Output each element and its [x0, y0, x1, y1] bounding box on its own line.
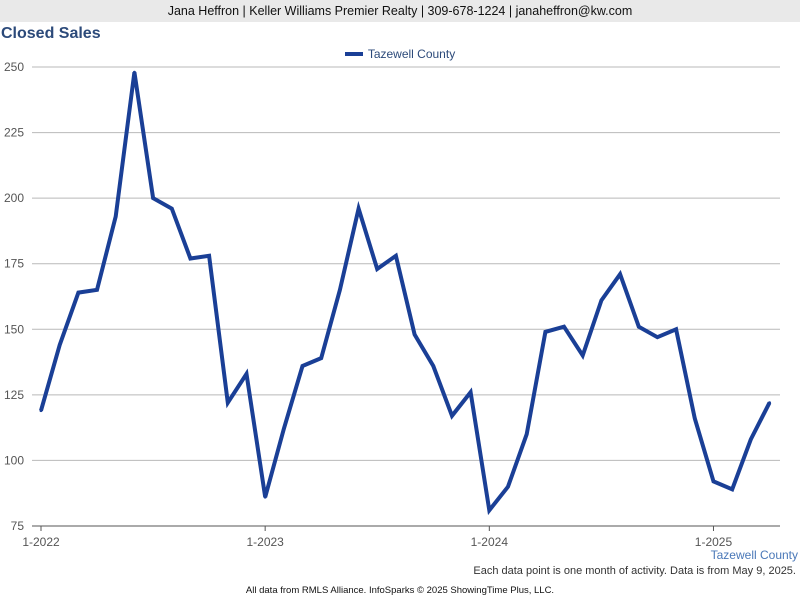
data-point — [244, 372, 248, 376]
data-point — [114, 215, 118, 219]
data-point — [226, 401, 230, 405]
data-point — [674, 327, 678, 331]
y-tick-label: 200 — [4, 191, 24, 205]
data-point — [655, 335, 659, 339]
data-point — [282, 427, 286, 431]
data-point — [394, 254, 398, 258]
data-point — [543, 330, 547, 334]
y-tick-label: 75 — [11, 519, 25, 533]
x-tick-label: 1-2023 — [246, 535, 284, 549]
data-point — [58, 343, 62, 347]
data-point — [319, 356, 323, 360]
data-point — [263, 495, 267, 499]
data-point — [487, 508, 491, 512]
data-point — [301, 364, 305, 368]
data-point — [749, 437, 753, 441]
y-tick-label: 150 — [4, 322, 24, 336]
data-point — [730, 487, 734, 491]
data-point — [132, 70, 136, 74]
data-point — [76, 291, 80, 295]
data-point — [469, 390, 473, 394]
data-point — [151, 196, 155, 200]
data-note: Each data point is one month of activity… — [473, 565, 796, 577]
data-point — [525, 432, 529, 436]
y-tick-label: 100 — [4, 453, 24, 467]
data-point — [207, 254, 211, 258]
data-point — [95, 288, 99, 292]
data-point — [599, 298, 603, 302]
data-point — [188, 256, 192, 260]
data-point — [637, 325, 641, 329]
data-point — [338, 288, 342, 292]
area-label: Tazewell County — [710, 548, 798, 562]
legend-swatch — [344, 51, 363, 56]
data-point — [693, 416, 697, 420]
data-point — [170, 207, 174, 211]
data-point — [506, 485, 510, 489]
y-tick-label: 250 — [4, 60, 24, 74]
x-axis-ticks: 1-2022 1-2023 1-2024 1-2025 — [22, 526, 732, 549]
data-point — [618, 272, 622, 276]
data-point — [39, 409, 43, 413]
data-point — [768, 401, 772, 405]
y-tick-label: 125 — [4, 388, 24, 402]
contact-header: Jana Heffron | Keller Williams Premier R… — [0, 0, 800, 22]
x-tick-label: 1-2022 — [22, 535, 60, 549]
data-point — [375, 267, 379, 271]
legend-label: Tazewell County — [367, 47, 456, 61]
y-axis-ticks: 75 100 125 150 175 200 225 250 — [4, 60, 24, 533]
data-point — [581, 354, 585, 358]
data-point — [431, 364, 435, 368]
data-point — [450, 414, 454, 418]
data-point — [357, 207, 361, 211]
x-tick-label: 1-2025 — [695, 535, 733, 549]
series-line-tazewell-county — [39, 71, 772, 516]
data-point — [562, 325, 566, 329]
footer-credits: All data from RMLS Alliance. InfoSparks … — [245, 585, 555, 596]
y-tick-label: 175 — [4, 257, 24, 271]
x-tick-label: 1-2024 — [471, 535, 509, 549]
series-lines — [39, 70, 772, 516]
y-tick-label: 225 — [4, 126, 24, 140]
data-point — [413, 333, 417, 337]
legend: Tazewell County — [0, 45, 800, 63]
chart-title: Closed Sales — [1, 25, 101, 42]
data-point — [711, 479, 715, 483]
